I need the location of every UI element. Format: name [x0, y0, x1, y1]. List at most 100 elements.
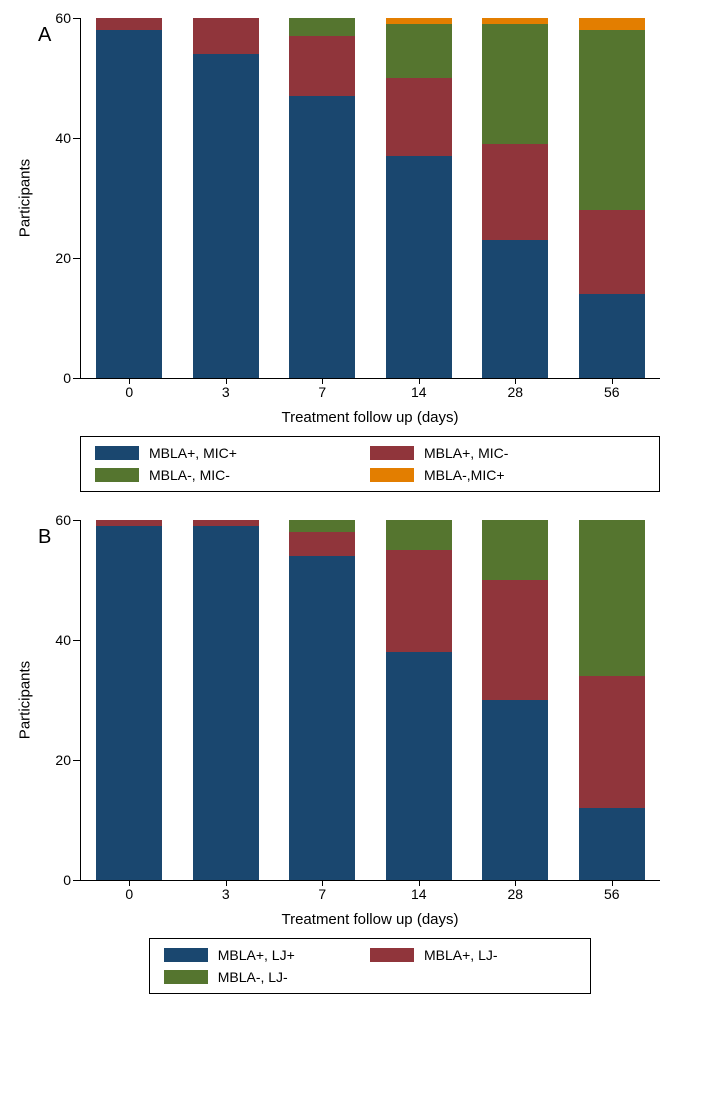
bar-segment: [289, 532, 355, 556]
ytick-label: 60: [41, 512, 71, 528]
panel-b-xlabel: Treatment follow up (days): [80, 911, 660, 928]
ytick: [73, 520, 81, 521]
panel-b-ylabel: Participants: [17, 661, 34, 739]
bar-segment: [579, 30, 645, 210]
ytick-label: 20: [41, 250, 71, 266]
bar-segment: [96, 30, 162, 378]
panel-a-plot: Participants 0204060037142856: [80, 18, 660, 379]
bar-segment: [386, 520, 452, 550]
bar-column: 7: [289, 520, 355, 880]
legend-label: MBLA-, MIC-: [149, 467, 230, 483]
legend-label: MBLA-, LJ-: [218, 969, 288, 985]
bar-segment: [579, 294, 645, 378]
bar-segment: [579, 210, 645, 294]
legend-swatch: [370, 446, 414, 460]
bar-column: 28: [482, 520, 548, 880]
bar-segment: [289, 520, 355, 532]
legend-item: MBLA+, MIC+: [95, 445, 370, 461]
legend-label: MBLA+, LJ+: [218, 947, 295, 963]
xtick-label: 3: [193, 384, 259, 400]
panel-b-plot: Participants 0204060037142856: [80, 520, 660, 881]
panel-a-label: A: [38, 24, 51, 47]
xtick-label: 56: [579, 384, 645, 400]
bar-column: 56: [579, 520, 645, 880]
ytick: [73, 880, 81, 881]
legend-item: MBLA-,MIC+: [370, 467, 645, 483]
legend-swatch: [164, 948, 208, 962]
bar-segment: [579, 676, 645, 808]
bar-segment: [193, 54, 259, 378]
bar-segment: [386, 78, 452, 156]
xtick-label: 14: [386, 886, 452, 902]
legend-label: MBLA+, LJ-: [424, 947, 498, 963]
legend-swatch: [164, 970, 208, 984]
bar-column: 3: [193, 520, 259, 880]
bar-column: 28: [482, 18, 548, 378]
panel-a-xlabel: Treatment follow up (days): [80, 409, 660, 426]
ytick-label: 60: [41, 10, 71, 26]
ytick-label: 40: [41, 130, 71, 146]
bar-segment: [386, 156, 452, 378]
legend-item: MBLA-, MIC-: [95, 467, 370, 483]
bar-segment: [289, 96, 355, 378]
bar-segment: [193, 18, 259, 54]
legend-item: MBLA-, LJ-: [164, 969, 577, 985]
bar-segment: [579, 520, 645, 676]
ytick-label: 0: [41, 872, 71, 888]
legend-row: MBLA+, MIC+ MBLA+, MIC-: [95, 445, 645, 461]
legend-swatch: [370, 468, 414, 482]
legend-row: MBLA+, LJ+ MBLA+, LJ-: [164, 947, 577, 963]
xtick-label: 28: [482, 384, 548, 400]
xtick-label: 3: [193, 886, 259, 902]
bar-segment: [579, 18, 645, 30]
bar-column: 7: [289, 18, 355, 378]
panel-a-chart: Participants 0204060037142856 Treatment …: [80, 18, 660, 492]
legend-item: MBLA+, LJ+: [164, 947, 370, 963]
bar-segment: [482, 144, 548, 240]
bar-segment: [579, 808, 645, 880]
ytick: [73, 18, 81, 19]
xtick-label: 7: [289, 886, 355, 902]
legend-swatch: [95, 468, 139, 482]
ytick-label: 40: [41, 632, 71, 648]
panel-a: A Participants 0204060037142856 Treatmen…: [10, 18, 704, 492]
ytick: [73, 640, 81, 641]
bar-segment: [386, 652, 452, 880]
page: A Participants 0204060037142856 Treatmen…: [0, 0, 724, 1095]
legend-item: MBLA+, LJ-: [370, 947, 576, 963]
bar-segment: [482, 700, 548, 880]
ytick: [73, 378, 81, 379]
legend-label: MBLA+, MIC-: [424, 445, 508, 461]
bar-column: 0: [96, 18, 162, 378]
bar-segment: [386, 550, 452, 652]
legend-label: MBLA+, MIC+: [149, 445, 237, 461]
panel-a-legend: MBLA+, MIC+ MBLA+, MIC- MBLA-, MIC- MBLA-,M…: [80, 436, 660, 492]
bar-segment: [289, 18, 355, 36]
ytick: [73, 138, 81, 139]
panel-b-chart: Participants 0204060037142856 Treatment …: [80, 520, 660, 994]
legend-item: MBLA+, MIC-: [370, 445, 645, 461]
panel-b: B Participants 0204060037142856 Treatmen…: [10, 520, 704, 994]
panel-b-legend: MBLA+, LJ+ MBLA+, LJ- MBLA-, LJ-: [149, 938, 592, 994]
ytick-label: 20: [41, 752, 71, 768]
legend-row: MBLA-, LJ-: [164, 969, 577, 985]
xtick-label: 14: [386, 384, 452, 400]
bar-segment: [482, 24, 548, 144]
ytick-label: 0: [41, 370, 71, 386]
bar-column: 14: [386, 18, 452, 378]
panel-b-label: B: [38, 526, 51, 549]
ytick: [73, 760, 81, 761]
bar-segment: [96, 18, 162, 30]
xtick-label: 56: [579, 886, 645, 902]
xtick-label: 0: [96, 886, 162, 902]
legend-swatch: [95, 446, 139, 460]
xtick-label: 28: [482, 886, 548, 902]
xtick-label: 0: [96, 384, 162, 400]
bar-segment: [289, 556, 355, 880]
bar-segment: [193, 526, 259, 880]
bar-segment: [386, 24, 452, 78]
ytick: [73, 258, 81, 259]
legend-swatch: [370, 948, 414, 962]
bar-column: 14: [386, 520, 452, 880]
bar-segment: [289, 36, 355, 96]
